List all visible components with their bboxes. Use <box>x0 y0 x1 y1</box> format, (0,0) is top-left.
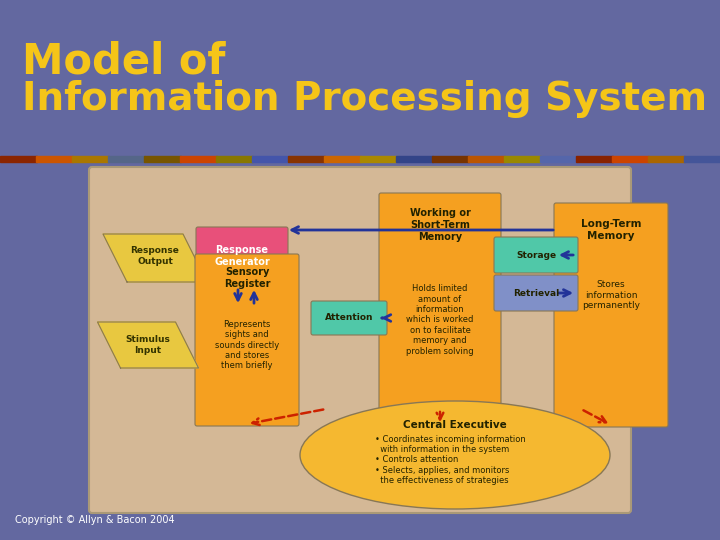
FancyBboxPatch shape <box>195 254 299 426</box>
Polygon shape <box>97 322 199 368</box>
Bar <box>360 156 397 162</box>
Bar <box>180 156 217 162</box>
FancyBboxPatch shape <box>494 275 578 311</box>
Text: Central Executive: Central Executive <box>403 420 507 430</box>
Ellipse shape <box>300 401 610 509</box>
Bar <box>540 156 577 162</box>
Text: Sensory
Register: Sensory Register <box>224 267 270 289</box>
FancyBboxPatch shape <box>554 203 668 427</box>
Text: Storage: Storage <box>516 251 556 260</box>
Bar <box>108 156 145 162</box>
FancyBboxPatch shape <box>494 237 578 273</box>
Bar <box>504 156 541 162</box>
Text: Copyright © Allyn & Bacon 2004: Copyright © Allyn & Bacon 2004 <box>15 515 175 525</box>
FancyBboxPatch shape <box>379 193 501 427</box>
Bar <box>288 156 325 162</box>
FancyBboxPatch shape <box>311 301 387 335</box>
Text: Stores
information
permanently: Stores information permanently <box>582 280 640 310</box>
Bar <box>576 156 613 162</box>
Text: • Coordinates incoming information
  with information in the system
• Controls a: • Coordinates incoming information with … <box>374 435 526 485</box>
Bar <box>252 156 289 162</box>
Text: Retrieval: Retrieval <box>513 288 559 298</box>
Text: Response
Generator: Response Generator <box>214 245 270 267</box>
Bar <box>0 156 37 162</box>
Bar <box>432 156 469 162</box>
Text: Attention: Attention <box>325 314 373 322</box>
Bar <box>216 156 253 162</box>
Polygon shape <box>103 234 207 282</box>
Text: Represents
sights and
sounds directly
and stores
them briefly: Represents sights and sounds directly an… <box>215 320 279 370</box>
Bar <box>612 156 649 162</box>
FancyBboxPatch shape <box>196 227 288 289</box>
Bar <box>72 156 109 162</box>
Bar <box>396 156 433 162</box>
Bar <box>684 156 720 162</box>
Bar <box>36 156 73 162</box>
Text: Long-Term
Memory: Long-Term Memory <box>581 219 642 241</box>
Bar <box>648 156 685 162</box>
Bar <box>144 156 181 162</box>
FancyBboxPatch shape <box>89 167 631 513</box>
Text: Information Processing System: Information Processing System <box>22 80 707 118</box>
Text: Working or
Short-Term
Memory: Working or Short-Term Memory <box>410 208 470 241</box>
Text: Response
Output: Response Output <box>130 246 179 266</box>
Bar <box>468 156 505 162</box>
Bar <box>324 156 361 162</box>
Text: Stimulus
Input: Stimulus Input <box>125 335 171 355</box>
Text: Holds limited
amount of
information
which is worked
on to facilitate
memory and
: Holds limited amount of information whic… <box>406 284 474 356</box>
Text: Model of: Model of <box>22 40 225 82</box>
